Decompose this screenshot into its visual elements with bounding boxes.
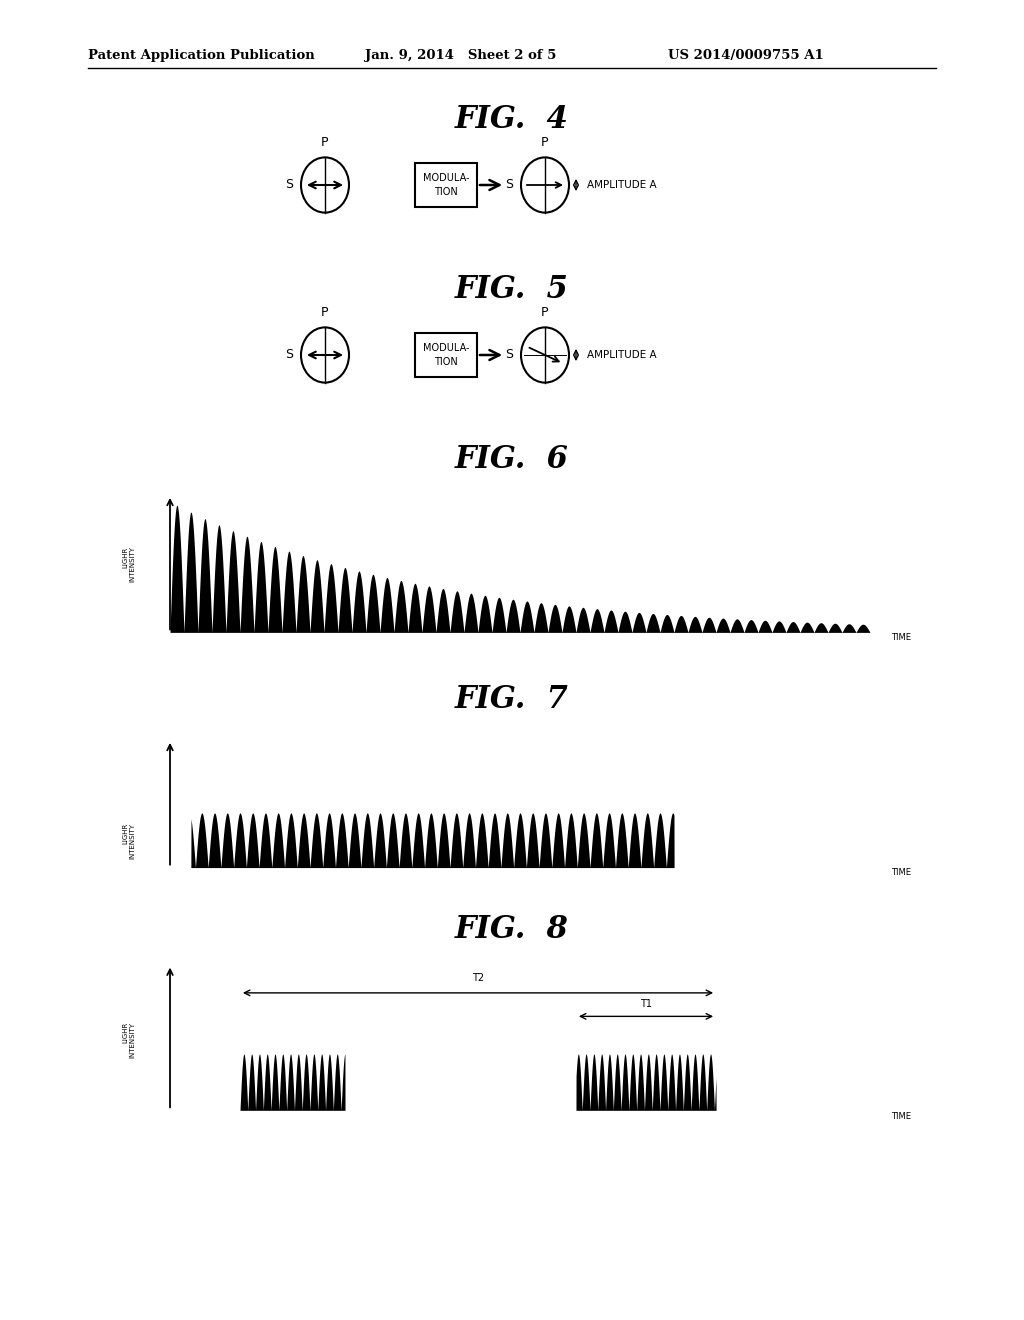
Text: FIG.  8: FIG. 8 xyxy=(455,915,569,945)
Text: FIG.  7: FIG. 7 xyxy=(455,685,569,715)
FancyBboxPatch shape xyxy=(415,333,477,378)
Text: TIME: TIME xyxy=(891,634,911,642)
Text: TIME: TIME xyxy=(891,1113,911,1122)
Text: P: P xyxy=(542,136,549,149)
Text: T1: T1 xyxy=(640,999,652,1008)
Text: FIG.  5: FIG. 5 xyxy=(455,275,569,305)
Text: S: S xyxy=(285,348,293,362)
Text: P: P xyxy=(542,306,549,319)
Text: S: S xyxy=(505,178,513,191)
Text: FIG.  6: FIG. 6 xyxy=(455,445,569,475)
Text: MODULA-: MODULA- xyxy=(423,343,469,352)
Text: TIME: TIME xyxy=(891,869,911,876)
Text: AMPLITUDE A: AMPLITUDE A xyxy=(587,350,656,360)
Text: LIGHR
INTENSITY: LIGHR INTENSITY xyxy=(122,822,135,859)
Text: Patent Application Publication: Patent Application Publication xyxy=(88,49,314,62)
Text: P: P xyxy=(322,306,329,319)
FancyBboxPatch shape xyxy=(415,162,477,207)
Text: S: S xyxy=(505,348,513,362)
Text: S: S xyxy=(285,178,293,191)
Text: LIGHR
INTENSITY: LIGHR INTENSITY xyxy=(122,546,135,582)
Text: P: P xyxy=(322,136,329,149)
Text: TION: TION xyxy=(434,356,458,367)
Text: AMPLITUDE A: AMPLITUDE A xyxy=(587,180,656,190)
Text: T2: T2 xyxy=(472,973,484,983)
Text: US 2014/0009755 A1: US 2014/0009755 A1 xyxy=(668,49,823,62)
Text: LIGHR
INTENSITY: LIGHR INTENSITY xyxy=(122,1022,135,1057)
Text: FIG.  4: FIG. 4 xyxy=(455,104,569,136)
Text: Jan. 9, 2014   Sheet 2 of 5: Jan. 9, 2014 Sheet 2 of 5 xyxy=(365,49,556,62)
Text: TION: TION xyxy=(434,187,458,197)
Text: MODULA-: MODULA- xyxy=(423,173,469,183)
